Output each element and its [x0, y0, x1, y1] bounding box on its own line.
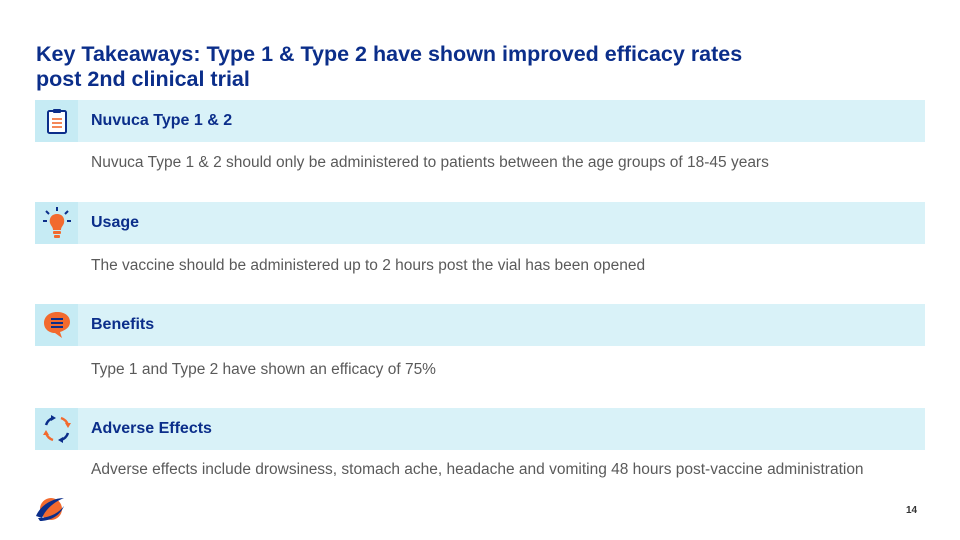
takeaway-label: Nuvuca Type 1 & 2 — [91, 112, 233, 129]
takeaway-description: Adverse effects include drowsiness, stom… — [91, 461, 864, 478]
slide-title: Key Takeaways: Type 1 & Type 2 have show… — [36, 42, 916, 92]
takeaway-row-adverse-effects: Adverse Effects — [35, 408, 925, 450]
slide-title-line-1: Key Takeaways: Type 1 & Type 2 have show… — [36, 42, 743, 66]
takeaway-row-benefits: Benefits — [35, 304, 925, 346]
takeaway-label: Benefits — [91, 316, 155, 333]
cycle-arrows-icon — [35, 408, 78, 450]
takeaway-description: Type 1 and Type 2 have shown an efficacy… — [91, 361, 436, 378]
takeaway-row-usage: Usage — [35, 202, 925, 244]
page-number: 14 — [906, 505, 918, 516]
takeaway-description: The vaccine should be administered up to… — [91, 257, 646, 274]
takeaway-description: Nuvuca Type 1 & 2 should only be adminis… — [91, 154, 769, 171]
clipboard-icon — [35, 100, 78, 142]
company-logo — [34, 494, 66, 529]
takeaway-label: Usage — [91, 214, 140, 231]
chat-bubble-icon — [35, 304, 78, 346]
takeaway-label: Adverse Effects — [91, 420, 212, 437]
lightbulb-icon — [35, 202, 78, 244]
slide-title-line-2: post 2nd clinical trial — [36, 67, 250, 91]
takeaway-row-nuvuca-type: Nuvuca Type 1 & 2 — [35, 100, 925, 142]
